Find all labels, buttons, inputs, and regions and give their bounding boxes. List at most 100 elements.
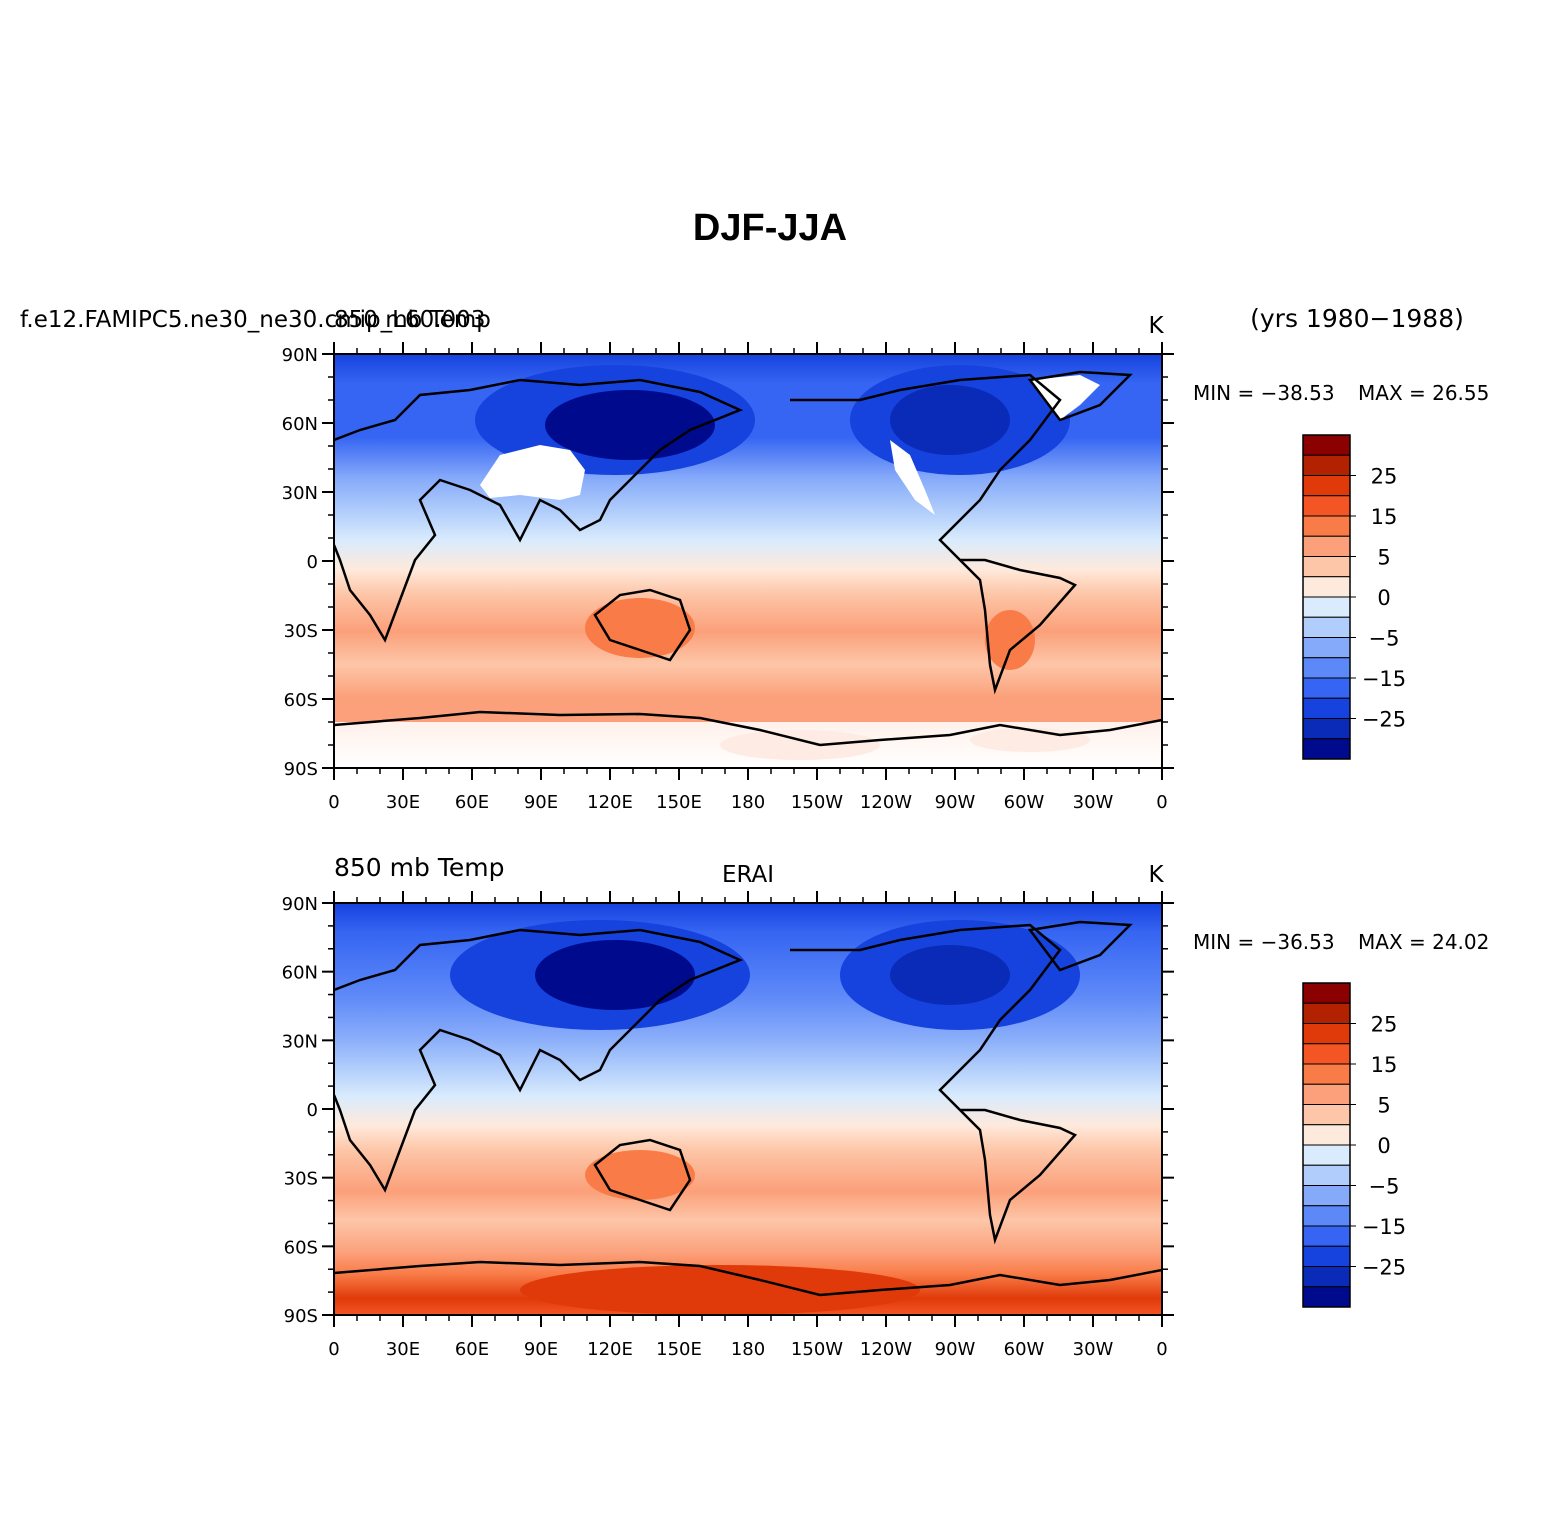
colorbar-swatch [1302, 556, 1351, 578]
lat-tick-label: 30S [284, 1169, 318, 1190]
panel-model-units: K [1148, 313, 1164, 339]
lon-tick-label: 150E [656, 792, 702, 813]
panel-model-variable-label: 850 mb Temp [334, 307, 491, 333]
colorbar-label: 0 [1377, 586, 1390, 610]
colorbar-label: 5 [1377, 1094, 1390, 1118]
colorbar-swatch [1302, 657, 1351, 679]
lon-tick-label: 0 [1156, 792, 1167, 813]
colorbar-swatch [1302, 637, 1351, 659]
lon-tick-label: 60W [1004, 792, 1045, 813]
siberia-coldest-core [535, 940, 695, 1010]
lat-tick-label: 90N [282, 894, 318, 915]
colorbar-swatch [1302, 1225, 1351, 1247]
colorbar-label: −5 [1369, 1175, 1400, 1199]
panel-erai-units: K [1148, 862, 1164, 888]
panel-model-field [334, 354, 1162, 768]
lon-tick-label: 30W [1073, 792, 1114, 813]
lat-tick-label: 60S [284, 1237, 318, 1258]
antarctica-missing-mask [334, 722, 1162, 768]
lon-tick-label: 120E [587, 1339, 633, 1360]
colorbar-label: −5 [1369, 627, 1400, 651]
lat-tick-label: 60N [282, 963, 318, 984]
lat-tick-label: 90S [284, 1306, 318, 1327]
panel-model-coastlines [334, 370, 1162, 747]
lon-tick-label: 180 [731, 1339, 765, 1360]
colorbar-swatch [1302, 1023, 1351, 1045]
colorbar-swatch [1302, 434, 1351, 456]
lon-tick-label: 60W [1004, 1339, 1045, 1360]
lon-tick-label: 30E [386, 792, 420, 813]
rockies-missing-mask [890, 440, 935, 515]
australia-warm-region [585, 598, 695, 658]
colorbar-label: −15 [1362, 1215, 1406, 1239]
colorbar-swatch [1302, 616, 1351, 638]
colorbar-swatch [1302, 1002, 1351, 1024]
colorbar-swatch [1302, 475, 1351, 497]
siberia-coldest-core [545, 390, 715, 460]
colorbar-swatch [1302, 1083, 1351, 1105]
colorbar-swatch [1302, 677, 1351, 699]
lon-tick-label: 0 [1156, 1339, 1167, 1360]
south-america-warm-region [985, 610, 1035, 670]
colorbar-swatch [1302, 1104, 1351, 1126]
lon-tick-label: 150W [791, 1339, 843, 1360]
lon-tick-label: 90E [524, 1339, 558, 1360]
north-america-cold-core [890, 945, 1010, 1005]
colorbar-swatch [1302, 738, 1351, 760]
colorbar-swatch [1302, 1063, 1351, 1085]
colorbar-swatch [1302, 1124, 1351, 1146]
colorbar-label: 5 [1377, 546, 1390, 570]
lat-tick-label: 30S [284, 621, 318, 642]
colorbar-swatch [1302, 596, 1351, 618]
colorbar-swatch [1302, 982, 1351, 1004]
colorbar-swatch [1302, 1205, 1351, 1227]
lon-tick-label: 30W [1073, 1339, 1114, 1360]
colorbar-swatch [1302, 697, 1351, 719]
panel-erai-variable-label: 850 mb Temp [334, 853, 504, 882]
lon-tick-label: 180 [731, 792, 765, 813]
lon-tick-label: 90E [524, 792, 558, 813]
lon-tick-label: 60E [455, 792, 489, 813]
years-label: (yrs 1980−1988) [1250, 304, 1464, 333]
colorbar-swatch [1302, 1286, 1351, 1308]
panel-model-axes: 90N 60N 30N 0 30S 60S 90S 0 30E 60E 90E 120E 150E 180… [282, 342, 1174, 813]
colorbar-label: −25 [1362, 1256, 1406, 1280]
lon-tick-label: 120W [860, 792, 912, 813]
lat-tick-label: 0 [307, 1100, 318, 1121]
lon-tick-label: 90W [935, 792, 976, 813]
colorbar-swatch [1302, 515, 1351, 537]
lat-tick-label: 30N [282, 1031, 318, 1052]
colorbar-swatch [1302, 1185, 1351, 1207]
australia-warm-region [585, 1150, 695, 1200]
colorbar-label: 25 [1371, 465, 1398, 489]
colorbar-swatch [1302, 454, 1351, 476]
lon-tick-label: 150W [791, 792, 843, 813]
colorbar-label: −25 [1362, 708, 1406, 732]
lon-tick-label: 120W [860, 1339, 912, 1360]
lat-tick-label: 90N [282, 345, 318, 366]
colorbar-swatch [1302, 576, 1351, 598]
lat-tick-label: 60N [282, 414, 318, 435]
panel-erai-colorbar: 25 15 5 0 −5 −15 −25 [1302, 982, 1406, 1308]
colorbar-label: 15 [1371, 1053, 1398, 1077]
lat-tick-label: 30N [282, 483, 318, 504]
panel-erai-dataset-label: ERAI [722, 862, 774, 888]
panel-model: f.e12.FAMIPC5.ne30_ne30.cmip_L60.003 850… [20, 304, 1489, 813]
colorbar-swatch [1302, 535, 1351, 557]
colorbar-swatch [1302, 495, 1351, 517]
lat-tick-label: 0 [307, 552, 318, 573]
panel-model-max: MAX = 26.55 [1358, 381, 1489, 405]
panel-erai-field [334, 903, 1162, 1315]
lat-tick-label: 90S [284, 759, 318, 780]
colorbar-swatch [1302, 1164, 1351, 1186]
colorbar-swatch [1302, 1043, 1351, 1065]
lat-tick-label: 60S [284, 690, 318, 711]
panel-erai: 850 mb Temp ERAI K 90N 60N 30N 0 30S 60S 90S 0 3… [282, 853, 1490, 1360]
panel-erai-coastlines [334, 920, 1162, 1297]
colorbar-swatch [1302, 718, 1351, 740]
lon-tick-label: 0 [328, 1339, 339, 1360]
lon-tick-label: 150E [656, 1339, 702, 1360]
lon-tick-label: 30E [386, 1339, 420, 1360]
colorbar-label: 15 [1371, 505, 1398, 529]
